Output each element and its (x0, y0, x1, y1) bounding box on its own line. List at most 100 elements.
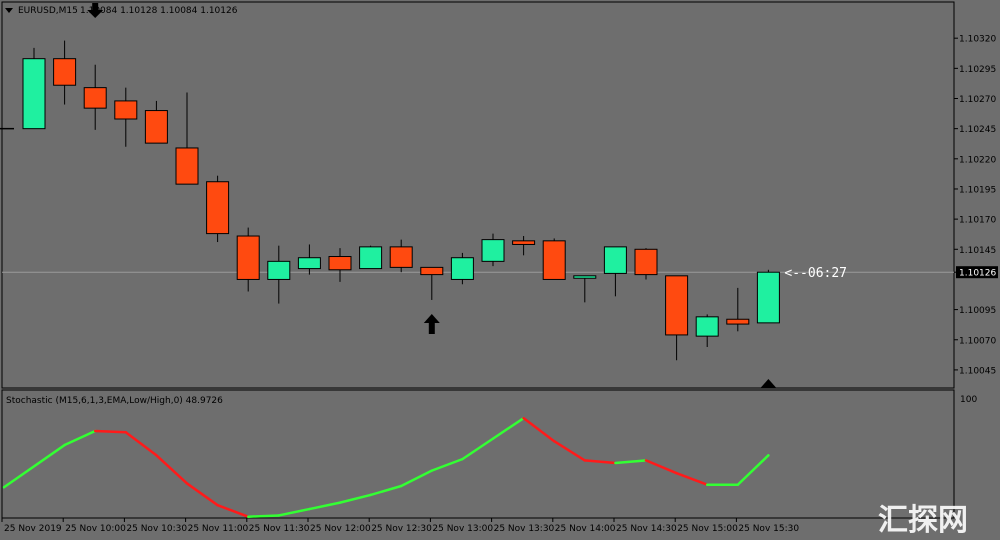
candle-body-bear (665, 275, 689, 336)
price-axis-label: 1.10145 (959, 246, 996, 256)
candle (175, 92, 199, 185)
candle-body-bull (297, 257, 321, 270)
candle-body-bear (144, 110, 168, 144)
candle (22, 47, 46, 130)
candle-body-bull (267, 260, 291, 280)
candle (328, 248, 352, 282)
candle (695, 314, 719, 347)
price-axis-label: 1.10220 (959, 155, 996, 165)
time-axis-label: 25 Nov 15:30 (738, 524, 799, 534)
stochastic-label: Stochastic (M15,6,1,3,EMA,Low/High,0) 48… (6, 396, 223, 406)
candle-body-bear (328, 256, 352, 271)
price-axis-label: 1.10170 (959, 216, 996, 226)
price-axis-label: 1.10045 (959, 366, 996, 376)
time-axis-label: 25 Nov 15:00 (677, 524, 738, 534)
stochastic-panel[interactable]: Stochastic (M15,6,1,3,EMA,Low/High,0) 48… (1, 389, 977, 534)
price-axis-label: 1.10245 (959, 125, 996, 135)
candle-body-bear (389, 246, 413, 268)
candle-body-bear (114, 100, 138, 120)
candle-body-bear (53, 58, 77, 86)
candle-body-bear (542, 240, 566, 280)
candle-body-bull (450, 257, 474, 280)
stochastic-segment (491, 416, 525, 440)
chart-menu-triangle-icon (5, 8, 13, 13)
stochastic-segment (552, 439, 587, 462)
stochastic-segment (216, 503, 250, 518)
candle-body-bear (726, 318, 750, 325)
candle (53, 40, 77, 105)
time-axis-label: 25 Nov 11:30 (249, 524, 310, 534)
candle (573, 275, 597, 303)
candle-body-bear (512, 240, 536, 245)
stochastic-segment (430, 457, 464, 472)
candle (114, 87, 138, 147)
candle (144, 100, 168, 144)
candle (389, 239, 413, 273)
stochastic-segment (675, 471, 709, 486)
stochastic-segment (246, 514, 281, 518)
candle (726, 287, 750, 332)
time-axis-label: 25 Nov 12:30 (371, 524, 432, 534)
symbol-timeframe: EURUSD,M15 (18, 6, 78, 16)
current-price-box (956, 266, 998, 279)
stochastic-segment (644, 459, 678, 475)
candle-body-bull (603, 246, 627, 274)
candle (236, 227, 260, 292)
price-axis-label: 1.10320 (959, 35, 996, 45)
candle-body-bull (22, 58, 46, 130)
stochastic-segment (522, 416, 556, 443)
stochastic-segment (155, 454, 189, 485)
buy-arrow-icon (760, 379, 777, 388)
candle (512, 236, 536, 256)
ohlc-values: 1.10084 1.10128 1.10084 1.10126 (80, 6, 238, 16)
stochastic-segment (277, 507, 311, 517)
price-axis-label: 1.10295 (959, 65, 996, 75)
stochastic-segment (2, 443, 66, 489)
stochastic-segment (736, 454, 770, 486)
candle (665, 275, 689, 361)
time-axis-label: 25 Nov 2019 (4, 524, 62, 534)
time-axis-label: 25 Nov 12:00 (310, 524, 371, 534)
candle-body-bull (359, 246, 383, 270)
price-panel[interactable]: 1.10320 1.10295 1.10270 1.10245 1.10220 1.101… (0, 1, 998, 389)
time-axis-label: 25 Nov 14:30 (616, 524, 677, 534)
candle (634, 248, 658, 280)
candle (267, 245, 291, 304)
price-panel-frame (1, 1, 955, 389)
time-axis-label: 25 Nov 13:00 (432, 524, 493, 534)
price-axis-label: 1.10095 (959, 306, 996, 316)
candle-body-bull (695, 316, 719, 337)
candle (481, 233, 505, 267)
candle (450, 252, 474, 285)
time-axis-label: 25 Nov 10:00 (65, 524, 126, 534)
stochastic-segment (461, 437, 495, 461)
price-axis-label: 1.10270 (959, 95, 996, 105)
stochastic-panel-frame (1, 389, 955, 519)
candle (420, 266, 444, 300)
stochastic-segment (185, 482, 219, 507)
stochastic-segment (63, 429, 97, 447)
candle-body-bull (481, 239, 505, 262)
candle-body-bear (175, 147, 199, 185)
price-axis-label: 1.10195 (959, 185, 996, 195)
stochastic-segment (124, 430, 158, 457)
price-axis-label: 1.10070 (959, 336, 996, 346)
stochastic-segment (369, 484, 403, 497)
candle-body-bull (573, 275, 597, 279)
sell-arrow-icon (87, 3, 104, 18)
watermark-logo: 汇探网 (878, 503, 968, 538)
stochastic-segment (338, 493, 372, 504)
time-axis-label: 25 Nov 14:00 (555, 524, 616, 534)
candle-body-bear (420, 266, 444, 276)
stochastic-segment (308, 501, 342, 511)
time-axis-label: 25 Nov 11:00 (188, 524, 249, 534)
time-axis-label: 25 Nov 10:30 (126, 524, 187, 534)
candle-body-bull (756, 271, 780, 324)
candle (756, 269, 780, 324)
stochastic-segment (93, 429, 128, 434)
candle-body-bear (634, 248, 658, 276)
buy-arrow-icon (423, 313, 440, 334)
stochastic-segment (614, 459, 648, 465)
